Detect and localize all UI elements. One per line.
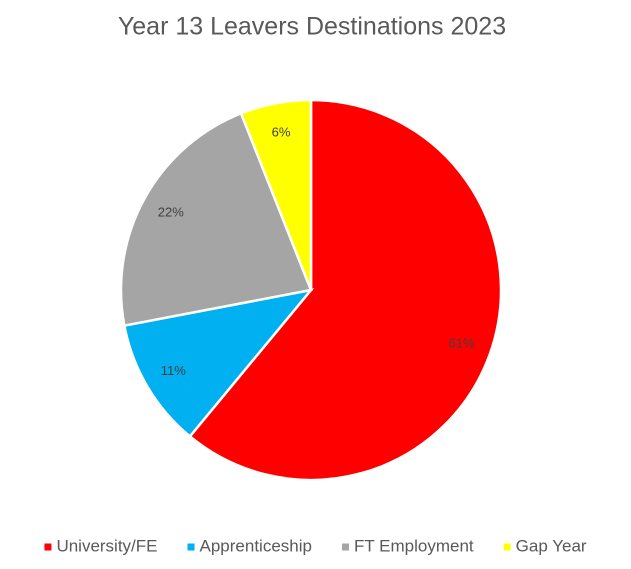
- chart-title: Year 13 Leavers Destinations 2023: [118, 13, 506, 41]
- pie-slice: [119, 111, 313, 328]
- legend-label: Apprenticeship: [200, 536, 312, 555]
- legend-marker: [341, 543, 349, 551]
- pie-slice: [122, 288, 315, 439]
- data-label: 22%: [158, 204, 184, 219]
- pie-slice: [239, 98, 313, 291]
- legend-label: FT Employment: [354, 536, 474, 555]
- pie-slice: [188, 98, 503, 482]
- data-label: 11%: [161, 363, 186, 378]
- legend-marker: [187, 543, 195, 551]
- legend-marker: [503, 543, 511, 551]
- data-label: 6%: [272, 124, 291, 139]
- legend-label: Gap Year: [516, 536, 587, 555]
- legend-label: University/FE: [56, 536, 157, 555]
- data-label: 61%: [449, 336, 475, 351]
- legend-marker: [44, 543, 52, 551]
